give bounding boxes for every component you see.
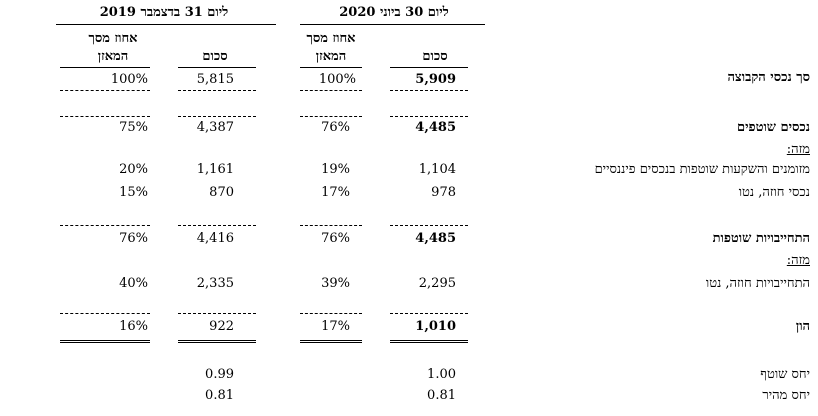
rule — [178, 116, 256, 117]
rule — [178, 90, 256, 91]
rule — [178, 67, 256, 68]
pct-col-header-2019-line1: אחוז מסך — [88, 31, 138, 46]
row-label-current-liabilities: התחייבויות שוטפות — [712, 231, 810, 246]
row-label-equity: הון — [795, 319, 810, 334]
cell-amount-2020: 2,295 — [418, 276, 456, 291]
rule — [300, 340, 362, 343]
cell-amount-2020: 1,104 — [418, 162, 456, 177]
cell-amount-2020: 4,485 — [415, 231, 456, 246]
cell-pct-2019: 40% — [119, 276, 148, 291]
row-label-cash: מזומנים והשקעות שוטפות בנכסים פיננסיים — [594, 162, 810, 177]
cell-pct-2019: 20% — [119, 162, 148, 177]
cell-amount-2020: 4,485 — [415, 120, 456, 135]
rule — [390, 340, 468, 343]
cell-pct-2019: 16% — [119, 319, 148, 334]
rule — [300, 90, 362, 91]
rule — [300, 67, 362, 68]
cell-amount-2019: 4,416 — [196, 231, 234, 246]
cell-amount-2020: 1,010 — [415, 319, 456, 334]
amount-col-header-2019: סכום — [202, 49, 228, 64]
cell-amount-2020: 1.00 — [427, 367, 456, 382]
rule — [390, 90, 468, 91]
period-2019-header: ליום 31 בדצמבר 2019 — [99, 5, 229, 20]
cell-pct-2020: 39% — [321, 276, 350, 291]
row-label-of-which: מזה: — [786, 253, 810, 268]
cell-pct-2020: 19% — [321, 162, 350, 177]
rule — [390, 116, 468, 117]
cell-pct-2020: 76% — [321, 120, 350, 135]
cell-amount-2020: 5,909 — [415, 72, 456, 87]
rule — [390, 313, 468, 314]
rule — [60, 225, 150, 226]
row-label-current-ratio: יחס שוטף — [760, 367, 810, 382]
cell-amount-2019: 870 — [209, 185, 234, 200]
pct-col-header-2020-line1: אחוז מסך — [306, 31, 356, 46]
cell-amount-2019: 922 — [209, 319, 234, 334]
row-label-contract-assets: נכסי חוזה, נטו — [738, 185, 810, 200]
cell-pct-2020: 17% — [321, 319, 350, 334]
period-2019-underline — [56, 24, 276, 25]
cell-pct-2019: 76% — [119, 231, 148, 246]
cell-amount-2020: 978 — [431, 185, 456, 200]
cell-amount-2019: 1,161 — [196, 162, 234, 177]
rule — [300, 225, 362, 226]
cell-pct-2019: 75% — [119, 120, 148, 135]
cell-pct-2020: 76% — [321, 231, 350, 246]
row-label-contract-liabilities: התחייבויות חוזה, נטו — [705, 276, 810, 291]
rule — [178, 313, 256, 314]
row-label-quick-ratio: יחס מהיר — [762, 388, 810, 403]
cell-amount-2019: 0.99 — [205, 367, 234, 382]
period-2020-header: ליום 30 ביוני 2020 — [339, 5, 449, 20]
rule — [60, 90, 150, 91]
cell-amount-2019: 2,335 — [196, 276, 234, 291]
row-label-total-assets: סך נכסי הקבוצה — [727, 70, 810, 85]
cell-pct-2020: 100% — [318, 72, 356, 87]
cell-amount-2020: 0.81 — [427, 388, 456, 403]
cell-pct-2020: 17% — [321, 185, 350, 200]
row-label-of-which: מזה: — [786, 142, 810, 157]
rule — [178, 340, 256, 343]
pct-col-header-2019-line2: המאזן — [97, 49, 129, 64]
rule — [60, 340, 150, 343]
cell-pct-2019: 100% — [110, 72, 148, 87]
period-2020-underline — [300, 24, 485, 25]
rule — [60, 116, 150, 117]
cell-amount-2019: 4,387 — [196, 120, 234, 135]
cell-amount-2019: 5,815 — [196, 72, 234, 87]
rule — [300, 116, 362, 117]
rule — [390, 225, 468, 226]
pct-col-header-2020-line2: המאזן — [315, 49, 347, 64]
cell-pct-2019: 15% — [119, 185, 148, 200]
row-label-current-assets: נכסים שוטפים — [737, 120, 810, 135]
amount-col-header-2020: סכום — [422, 49, 448, 64]
rule — [60, 67, 150, 68]
rule — [390, 67, 468, 68]
rule — [60, 313, 150, 314]
rule — [178, 225, 256, 226]
rule — [300, 313, 362, 314]
cell-amount-2019: 0.81 — [205, 388, 234, 403]
